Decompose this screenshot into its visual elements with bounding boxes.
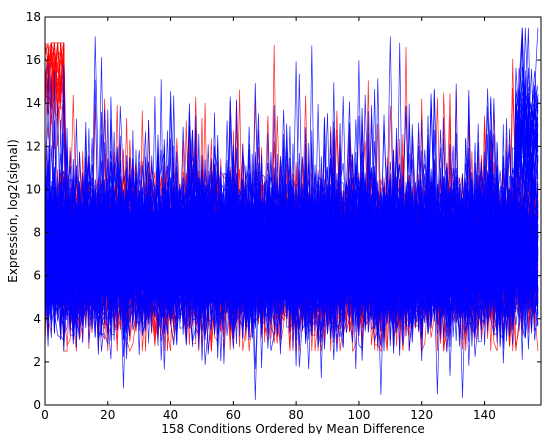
x-tick-label: 20: [100, 408, 115, 422]
x-axis-label: 158 Conditions Ordered by Mean Differenc…: [161, 422, 425, 434]
blue-series-line: [44, 32, 539, 326]
x-axis-ticks: 0 20 40 60 80 100 120 140: [41, 17, 496, 422]
x-tick-label: 0: [41, 408, 49, 422]
y-tick-label: 18: [26, 10, 41, 24]
x-tick-label: 80: [288, 408, 303, 422]
y-tick-label: 2: [33, 355, 41, 369]
y-tick-label: 14: [26, 96, 41, 110]
blue-series-line: [44, 128, 539, 332]
x-tick-label: 120: [410, 408, 433, 422]
y-tick-label: 4: [33, 312, 41, 326]
blue-series-line: [44, 71, 539, 338]
y-axis-label: Expression, log2(signal): [6, 139, 20, 283]
y-tick-label: 0: [33, 398, 41, 412]
y-tick-label: 8: [33, 226, 41, 240]
series-lines: [44, 27, 539, 401]
blue-series-line: [44, 90, 539, 337]
blue-series-line: [44, 62, 539, 327]
x-tick-label: 100: [347, 408, 370, 422]
plot-frame: [44, 16, 542, 406]
y-tick-label: 12: [26, 139, 41, 153]
y-axis-ticks: 0 2 4 6 8 10 12 14 16 18: [26, 10, 541, 412]
y-tick-label: 6: [33, 269, 41, 283]
blue-series-line: [44, 114, 539, 312]
x-tick-label: 40: [163, 408, 178, 422]
y-tick-label: 10: [26, 182, 41, 196]
x-tick-label: 140: [473, 408, 496, 422]
x-tick-label: 60: [226, 408, 241, 422]
y-tick-label: 16: [26, 53, 41, 67]
